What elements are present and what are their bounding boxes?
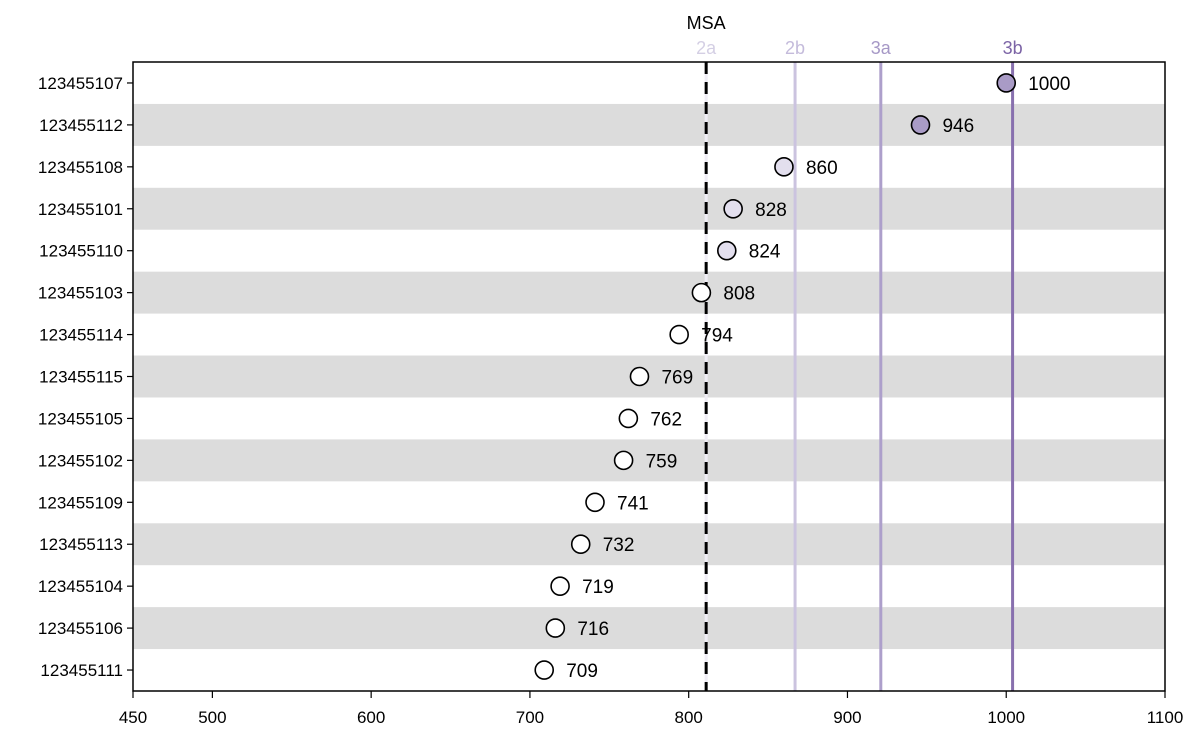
reference-label-2b: 2b (785, 38, 805, 58)
x-tick-label: 600 (357, 708, 385, 727)
reference-label-MSA: MSA (687, 13, 726, 33)
value-labels: 1000 946 860 828 824 808 794 769 762 759 741 732 719… (566, 74, 1070, 682)
reference-lines (704, 62, 1015, 691)
category-label: 123455103 (38, 284, 123, 303)
category-label: 123455105 (38, 409, 123, 428)
data-point (618, 408, 639, 429)
category-label: 123455107 (38, 74, 123, 93)
data-point (629, 366, 650, 387)
x-tick-label: 900 (833, 708, 861, 727)
value-label: 860 (806, 158, 838, 179)
category-label: 123455114 (39, 326, 123, 345)
category-label: 123455102 (38, 451, 123, 470)
category-label: 123455104 (38, 577, 123, 596)
category-label: 123455110 (39, 242, 123, 261)
reference-label-2a: 2a (696, 38, 717, 58)
data-points (534, 73, 1017, 680)
data-point (545, 618, 566, 638)
value-label: 794 (701, 326, 733, 347)
value-label: 808 (723, 284, 755, 305)
value-label: 741 (617, 493, 649, 514)
row-band (133, 271, 1165, 314)
reference-label-3a: 3a (871, 38, 892, 58)
data-point (550, 576, 570, 596)
value-label: 769 (661, 368, 693, 389)
value-label: 762 (650, 409, 682, 430)
row-band (133, 607, 1165, 650)
data-point (570, 534, 591, 555)
value-label: 1000 (1028, 74, 1070, 95)
x-tick-label: 1100 (1147, 708, 1184, 727)
category-label: 123455106 (38, 619, 123, 638)
x-tick-label: 800 (675, 708, 703, 727)
x-tick-label: 1000 (987, 708, 1025, 727)
category-label: 123455111 (40, 661, 123, 680)
x-tick-label: 450 (119, 708, 147, 727)
x-tick-label: 500 (198, 708, 226, 727)
data-point (723, 198, 743, 219)
reference-labels: MSA 2a 2b 3a 3b (687, 13, 1023, 58)
category-label: 123455101 (38, 200, 123, 219)
category-label: 123455109 (38, 493, 123, 512)
data-point (613, 450, 634, 471)
row-band (133, 523, 1165, 566)
value-label: 946 (942, 116, 974, 137)
category-label: 123455112 (39, 116, 123, 135)
plot-frame (132, 61, 1166, 692)
x-tick-label: 700 (516, 708, 544, 727)
value-label: 719 (582, 577, 614, 598)
data-point (774, 157, 794, 177)
data-point (996, 73, 1017, 93)
data-point (534, 660, 555, 680)
row-band (133, 187, 1165, 230)
reference-label-3b: 3b (1003, 38, 1023, 58)
value-label: 709 (566, 661, 598, 682)
value-label: 716 (577, 619, 609, 640)
data-point (716, 240, 737, 261)
y-axis-labels: 123455107 123455112 123455108 123455101 1234… (38, 74, 133, 680)
category-label: 123455108 (38, 158, 123, 177)
row-band (133, 439, 1165, 482)
category-label: 123455113 (39, 535, 123, 554)
data-point (585, 492, 605, 513)
data-point (910, 115, 931, 135)
category-label: 123455115 (39, 368, 123, 387)
row-bands (133, 103, 1165, 650)
value-label: 732 (603, 535, 635, 556)
value-label: 828 (755, 200, 787, 221)
row-band (133, 103, 1165, 146)
data-point (669, 324, 689, 345)
data-point (691, 282, 712, 303)
value-label: 759 (646, 451, 678, 472)
x-axis: 450 500 600 700 800 900 1000 1100 (119, 691, 1183, 727)
value-label: 824 (749, 242, 781, 263)
